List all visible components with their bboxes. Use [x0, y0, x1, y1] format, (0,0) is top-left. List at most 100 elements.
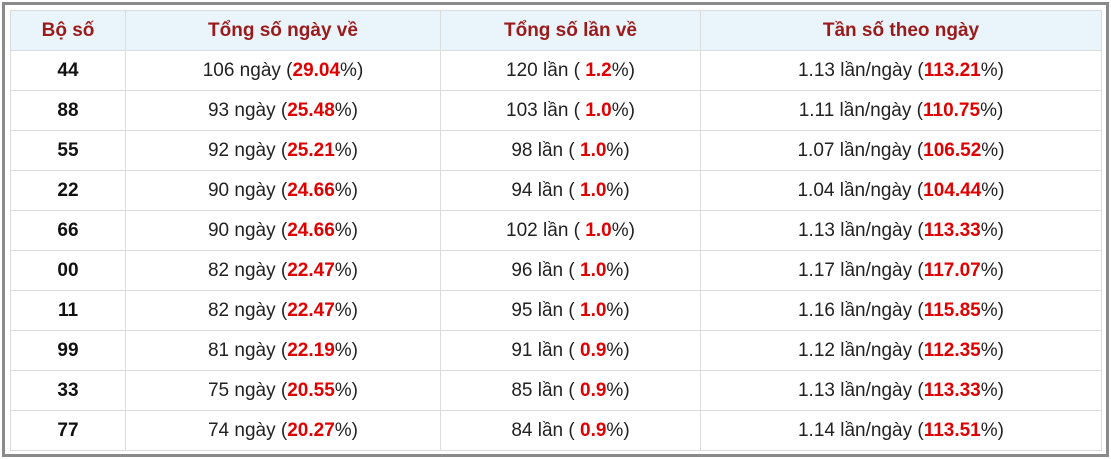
cell-text: %)	[980, 59, 1004, 81]
cell-text: 1.14 lần/ngày (	[797, 419, 924, 441]
cell-text: 22	[57, 179, 79, 201]
cell-text: 93 ngày (	[207, 99, 288, 121]
percent-value: 1.2	[585, 59, 612, 81]
cell-text: 1.13 lần/ngày (	[797, 379, 924, 401]
cell-text: 96 lần (	[511, 259, 580, 281]
cell-text: %)	[981, 179, 1005, 201]
percent-value: 0.9	[580, 419, 607, 441]
stat-cell: 1.04 lần/ngày (104.44%)	[700, 170, 1102, 211]
stat-cell: 91 lần ( 0.9%)	[440, 330, 701, 371]
cell-text: 44	[57, 59, 79, 81]
percent-value: 113.33	[923, 219, 981, 241]
stat-cell: 85 lần ( 0.9%)	[440, 370, 701, 411]
cell-text: 82 ngày (	[207, 259, 288, 281]
cell-text: 92 ngày (	[207, 139, 288, 161]
stat-cell: 95 lần ( 1.0%)	[440, 290, 701, 331]
cell-text: %)	[980, 299, 1004, 321]
cell-text: 00	[57, 259, 79, 281]
cell-text: 120 lần (	[506, 59, 586, 81]
cell-text: 66	[57, 219, 79, 241]
number-cell: 11	[10, 290, 126, 331]
percent-value: 25.48	[287, 99, 335, 121]
table-row: 11 82 ngày (22.47%) 95 lần ( 1.0%) 1.16 lần…	[10, 290, 1102, 331]
cell-text: 77	[57, 419, 79, 441]
cell-text: 11	[57, 299, 79, 321]
cell-text: 88	[57, 99, 79, 121]
table-row: 44 106 ngày (29.04%) 120 lần ( 1.2%) 1.13 l…	[10, 50, 1102, 91]
stat-cell: 1.07 lần/ngày (106.52%)	[700, 130, 1102, 171]
frequency-table: Bộ số Tổng số ngày về Tổng số lần về Tần số…	[10, 10, 1102, 451]
percent-value: 20.27	[287, 419, 335, 441]
number-cell: 44	[10, 50, 126, 91]
cell-text: %)	[334, 139, 358, 161]
cell-text: %)	[606, 139, 630, 161]
stat-cell: 1.13 lần/ngày (113.33%)	[700, 370, 1102, 411]
cell-text: 106 ngày (	[202, 59, 293, 81]
cell-text: %)	[611, 219, 635, 241]
cell-text: %)	[606, 339, 630, 361]
stat-cell: 1.16 lần/ngày (115.85%)	[700, 290, 1102, 331]
percent-value: 22.47	[287, 299, 335, 321]
cell-text: %)	[334, 379, 358, 401]
stat-cell: 1.12 lần/ngày (112.35%)	[700, 330, 1102, 371]
cell-text: %)	[980, 219, 1004, 241]
percent-value: 22.19	[287, 339, 335, 361]
cell-text: %)	[334, 259, 358, 281]
number-cell: 66	[10, 210, 126, 251]
stat-cell: 120 lần ( 1.2%)	[440, 50, 701, 91]
percent-value: 24.66	[287, 219, 335, 241]
cell-text: 1.16 lần/ngày (	[797, 299, 924, 321]
cell-text: %)	[980, 419, 1004, 441]
cell-text: 85 lần (	[511, 379, 580, 401]
percent-value: 24.66	[287, 179, 335, 201]
percent-value: 1.0	[585, 99, 612, 121]
cell-text: 99	[57, 339, 79, 361]
cell-text: 82 ngày (	[207, 299, 288, 321]
cell-text: %)	[606, 379, 630, 401]
header-row: Bộ số Tổng số ngày về Tổng số lần về Tần số…	[10, 10, 1102, 51]
cell-text: 95 lần (	[511, 299, 580, 321]
stat-cell: 94 lần ( 1.0%)	[440, 170, 701, 211]
stat-cell: 74 ngày (20.27%)	[125, 410, 441, 451]
cell-text: %)	[340, 59, 364, 81]
stat-cell: 75 ngày (20.55%)	[125, 370, 441, 411]
percent-value: 0.9	[580, 379, 607, 401]
cell-text: %)	[606, 419, 630, 441]
cell-text: 1.04 lần/ngày (	[797, 179, 924, 201]
header-cell: Bộ số	[10, 10, 126, 51]
table-row: 33 75 ngày (20.55%) 85 lần ( 0.9%) 1.13 lần…	[10, 370, 1102, 411]
cell-text: %)	[334, 339, 358, 361]
stat-cell: 102 lần ( 1.0%)	[440, 210, 701, 251]
cell-text: 1.12 lần/ngày (	[797, 339, 924, 361]
cell-text: 1.13 lần/ngày (	[797, 59, 924, 81]
table-row: 88 93 ngày (25.48%) 103 lần ( 1.0%) 1.11 lầ…	[10, 90, 1102, 131]
percent-value: 117.07	[923, 259, 981, 281]
table-row: 66 90 ngày (24.66%) 102 lần ( 1.0%) 1.13 lầ…	[10, 210, 1102, 251]
percent-value: 115.85	[923, 299, 981, 321]
cell-text: %)	[334, 299, 358, 321]
percent-value: 1.0	[580, 139, 607, 161]
cell-text: 1.07 lần/ngày (	[797, 139, 924, 161]
cell-text: 84 lần (	[511, 419, 580, 441]
number-cell: 88	[10, 90, 126, 131]
percent-value: 0.9	[580, 339, 607, 361]
stat-cell: 103 lần ( 1.0%)	[440, 90, 701, 131]
header-cell: Tổng số ngày về	[125, 10, 441, 51]
cell-text: 55	[57, 139, 79, 161]
cell-text: 94 lần (	[511, 179, 580, 201]
number-cell: 77	[10, 410, 126, 451]
percent-value: 1.0	[580, 179, 607, 201]
percent-value: 1.0	[585, 219, 612, 241]
cell-text: %)	[980, 99, 1004, 121]
cell-text: %)	[334, 219, 358, 241]
cell-text: 103 lần (	[506, 99, 586, 121]
stat-cell: 82 ngày (22.47%)	[125, 290, 441, 331]
percent-value: 29.04	[292, 59, 341, 81]
percent-value: 20.55	[287, 379, 335, 401]
cell-text: %)	[980, 339, 1004, 361]
stat-cell: 90 ngày (24.66%)	[125, 210, 441, 251]
percent-value: 106.52	[923, 139, 982, 161]
table-row: 55 92 ngày (25.21%) 98 lần ( 1.0%) 1.07 lần…	[10, 130, 1102, 171]
percent-value: 104.44	[923, 179, 982, 201]
stat-cell: 1.11 lần/ngày (110.75%)	[700, 90, 1102, 131]
